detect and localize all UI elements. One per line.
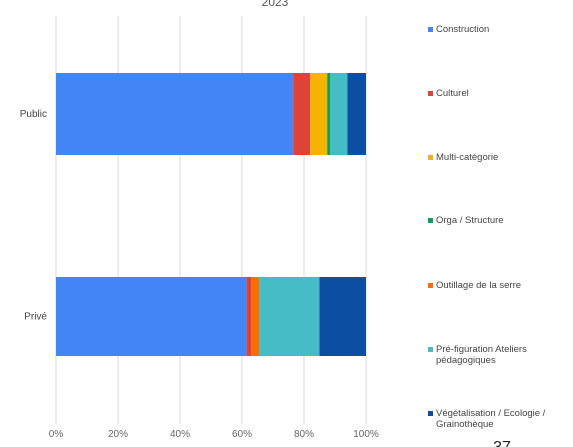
legend-swatch [428,155,433,160]
legend-label: Végétalisation / Ecologie / Grainothèque [436,408,546,430]
legend-item: Construction [428,24,573,35]
bar-segment [246,277,252,356]
x-tick-label: 20% [108,429,128,440]
x-axis-ticks: 0% 20% 40% 60% 80% 100% [49,429,379,440]
bar-segment [251,277,260,356]
bar-segment [327,73,331,155]
legend-label: Culturel [436,88,469,99]
legend-item: Végétalisation / Ecologie / Grainothèque [428,408,573,430]
page-number: 37 [493,439,511,447]
legend-swatch [428,91,433,96]
legend-label: Pré-figuration Ateliers pédagogiques [436,344,527,366]
x-tick-label: 80% [294,429,314,440]
bar-segment [310,73,328,155]
bar-segment [319,277,366,356]
legend-swatch [428,411,433,416]
x-tick-label: 60% [232,429,252,440]
bar-segment [56,277,247,356]
legend-swatch [428,347,433,352]
legend-swatch [428,27,433,32]
bar-segment [330,73,348,155]
category-labels: Public Privé [20,109,48,323]
legend-label: Orga / Structure [436,215,504,226]
legend-label: Construction [436,24,490,35]
legend-item: Orga / Structure [428,215,573,226]
bar-segment [293,73,311,155]
legend-swatch [428,283,433,288]
category-label: Privé [24,312,47,323]
legend-item: Pré-figuration Ateliers pédagogiques [428,344,573,366]
legend-item: Culturel [428,88,573,99]
legend-swatch [428,218,433,223]
legend-label: Outillage de la serre [436,280,522,291]
x-tick-label: 100% [353,429,379,440]
x-tick-label: 0% [49,429,64,440]
legend-item: Outillage de la serre [428,280,573,291]
bar-segment [347,73,366,155]
category-label: Public [20,109,47,120]
x-tick-label: 40% [170,429,190,440]
legend-item: Multi-catégorie [428,152,573,163]
bars [56,73,366,356]
legend-label: Multi-catégorie [436,152,499,163]
bar-segment [56,73,294,155]
chart-title: 2023 [262,0,289,9]
bar-segment [259,277,320,356]
